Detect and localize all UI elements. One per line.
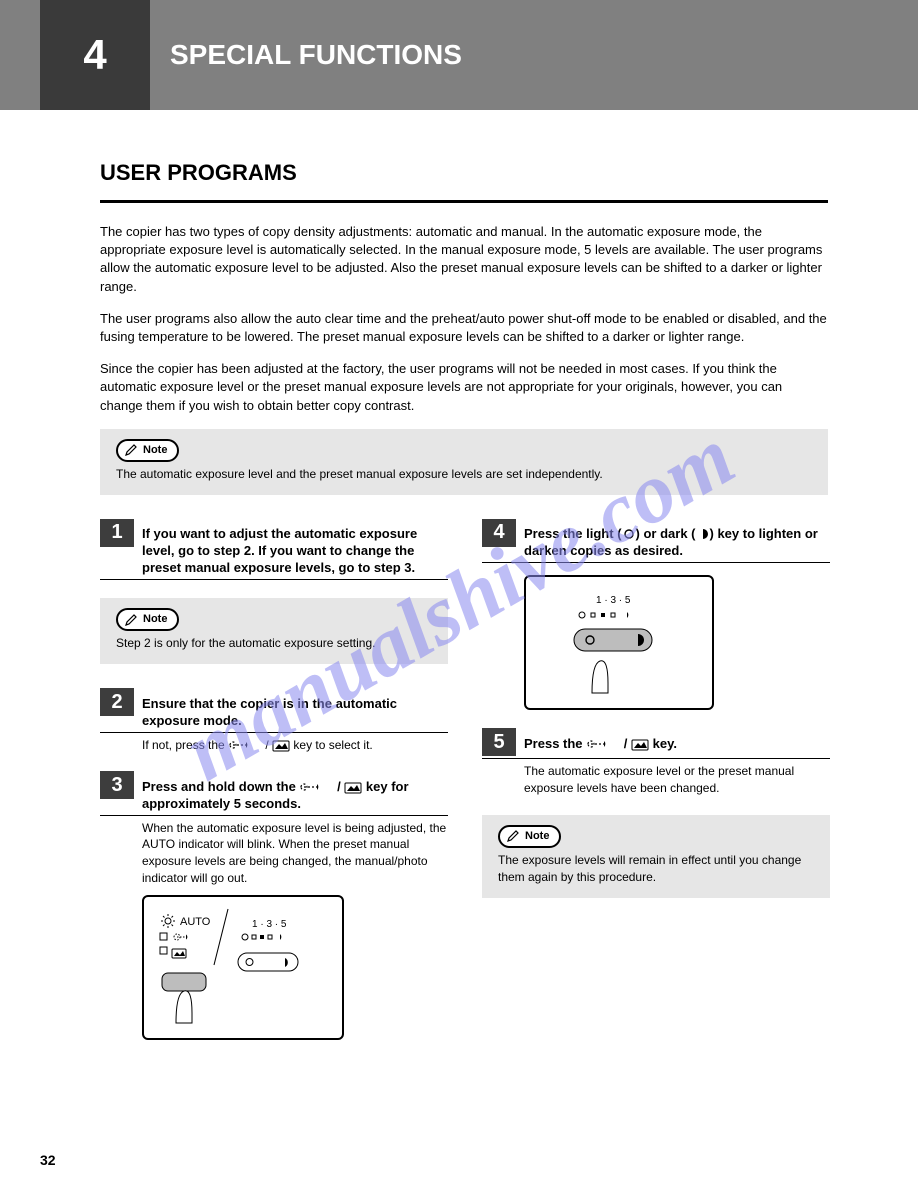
step-1-title: If you want to adjust the automatic expo…: [142, 526, 448, 577]
pencil-icon: [506, 829, 520, 843]
step-number-3: 3: [100, 771, 134, 799]
page-title: USER PROGRAMS: [100, 160, 828, 186]
exposure-key-icon: [299, 780, 333, 794]
photo-mode-icon: [631, 737, 649, 751]
step-number-5: 5: [482, 728, 516, 756]
left-column: 1 If you want to adjust the automatic ex…: [100, 519, 448, 1058]
dark-key-icon: [696, 527, 710, 541]
svg-text:1 · 3 · 5: 1 · 3 · 5: [252, 919, 287, 930]
title-rule: [100, 200, 828, 203]
note-box-step1: Note Step 2 is only for the automatic ex…: [100, 598, 448, 664]
note-text: The automatic exposure level and the pre…: [116, 466, 812, 483]
step-1: 1 If you want to adjust the automatic ex…: [100, 519, 448, 580]
step-5: 5 Press the / key. The automatic exposur…: [482, 728, 830, 797]
note-label: Note: [498, 825, 561, 848]
step-3-title: Press and hold down the / key for approx…: [142, 779, 448, 813]
step-number-4: 4: [482, 519, 516, 547]
photo-mode-icon: [272, 738, 290, 752]
step-4: 4 Press the light () or dark () key to l…: [482, 519, 830, 710]
photo-mode-icon: [344, 780, 362, 794]
chapter-number: 4: [83, 31, 106, 79]
auto-label: AUTO: [180, 916, 211, 928]
step-4-title: Press the light () or dark () key to lig…: [524, 526, 830, 560]
chapter-number-tab: 4: [40, 0, 150, 110]
light-key-icon: [622, 527, 636, 541]
pencil-icon: [124, 443, 138, 457]
note-text: The exposure levels will remain in effec…: [498, 852, 814, 886]
intro-3: Since the copier has been adjusted at th…: [100, 360, 828, 415]
note-box-general: Note The automatic exposure level and th…: [100, 429, 828, 495]
step-number-1: 1: [100, 519, 134, 547]
step-number-2: 2: [100, 688, 134, 716]
note-box-step5: Note The exposure levels will remain in …: [482, 815, 830, 898]
note-label: Note: [116, 439, 179, 462]
page-number: 32: [40, 1152, 56, 1168]
note-text: Step 2 is only for the automatic exposur…: [116, 635, 432, 652]
svg-text:1 · 3 · 5: 1 · 3 · 5: [596, 595, 631, 606]
step-2: 2 Ensure that the copier is in the autom…: [100, 688, 448, 753]
chapter-header: 4 SPECIAL FUNCTIONS: [0, 0, 918, 110]
chapter-title: SPECIAL FUNCTIONS: [170, 39, 462, 71]
step-2-body: If not, press the / key to select it.: [142, 737, 448, 754]
exposure-key-icon: [228, 738, 262, 752]
pencil-icon: [124, 613, 138, 627]
intro-2: The user programs also allow the auto cl…: [100, 310, 828, 346]
panel-illustration-right: 1 · 3 · 5: [524, 575, 714, 710]
intro-1: The copier has two types of copy density…: [100, 223, 828, 296]
panel-illustration-left: AUTO 1 · 3 · 5: [142, 895, 344, 1040]
right-column: 4 Press the light () or dark () key to l…: [482, 519, 830, 922]
step-5-body: The automatic exposure level or the pres…: [524, 763, 830, 797]
step-2-title: Ensure that the copier is in the automat…: [142, 696, 448, 730]
exposure-key-icon: [586, 737, 620, 751]
step-5-title: Press the / key.: [524, 736, 830, 753]
step-3: 3 Press and hold down the / key for appr…: [100, 771, 448, 1039]
step-3-body: When the automatic exposure level is bei…: [142, 820, 448, 887]
note-label: Note: [116, 608, 179, 631]
